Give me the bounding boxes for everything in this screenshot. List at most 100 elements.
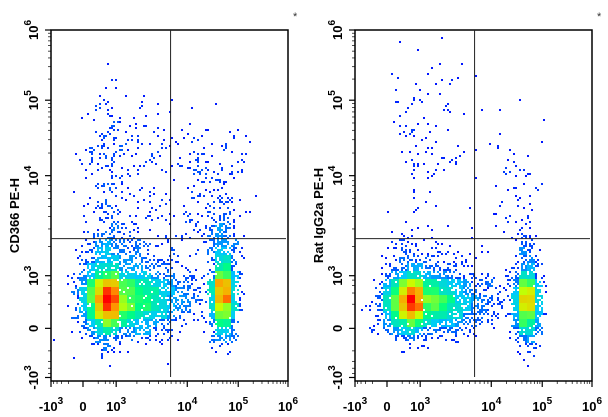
event-dot [429,275,431,277]
event-dot [241,159,243,161]
event-dot [401,315,403,317]
event-dot [123,259,125,261]
event-dot [129,311,131,313]
event-dot [463,285,465,287]
event-dot [437,275,439,277]
event-dot [125,281,127,283]
event-dot [529,329,531,331]
event-dot [415,261,417,263]
event-dot [131,239,133,241]
event-dot [135,153,137,155]
event-dot [137,169,139,171]
event-dot [207,249,209,251]
event-dot [85,149,87,151]
event-dot [147,313,149,315]
event-dot [381,293,383,295]
event-dot [223,319,225,321]
event-dot [523,321,525,323]
event-dot [95,331,97,333]
event-dot [465,285,467,287]
event-dot [111,273,113,275]
event-dot [175,279,177,281]
event-dot [405,273,407,275]
event-dot [101,279,103,281]
event-dot [409,319,411,321]
event-dot [213,315,215,317]
event-dot [527,333,529,335]
event-dot [457,329,459,331]
event-dot [405,321,407,323]
event-dot [449,269,451,271]
event-dot [421,287,423,289]
event-dot [431,297,433,299]
event-dot [123,293,125,295]
event-dot [145,217,147,219]
event-dot [189,167,191,169]
event-dot [93,297,95,299]
event-dot [525,245,527,247]
event-dot [395,315,397,317]
event-dot [187,293,189,295]
event-dot [205,227,207,229]
event-dot [109,283,111,285]
event-dot [385,303,387,305]
event-dot [527,307,529,309]
event-dot [93,235,95,237]
event-dot [67,283,69,285]
event-dot [451,277,453,279]
event-dot [101,241,103,243]
event-dot [405,265,407,267]
event-dot [117,209,119,211]
event-dot [93,337,95,339]
event-dot [119,303,121,305]
event-dot [383,283,385,285]
event-dot [451,317,453,319]
event-dot [101,311,103,313]
event-dot [143,273,145,275]
event-dot [471,317,473,319]
event-dot [85,327,87,329]
event-dot [81,297,83,299]
event-dot [403,335,405,337]
event-dot [521,335,523,337]
event-dot [527,303,529,305]
event-dot [229,303,231,305]
event-dot [205,301,207,303]
event-dot [417,309,419,311]
event-dot [531,277,533,279]
event-dot [393,277,395,279]
event-dot [467,297,469,299]
event-dot [413,265,415,267]
event-dot [113,333,115,335]
event-dot [117,317,119,319]
event-dot [407,329,409,331]
event-dot [419,323,421,325]
event-dot [419,299,421,301]
y-tick-label: 105 [23,90,41,110]
event-dot [527,299,529,301]
event-dot [229,293,231,295]
event-dot [185,307,187,309]
event-dot [119,155,121,157]
event-dot [435,287,437,289]
event-dot [131,221,133,223]
event-dot [103,99,105,101]
event-dot [109,325,111,327]
event-dot [143,199,145,201]
event-dot [397,289,399,291]
event-dot [105,287,107,289]
event-dot [413,335,415,337]
event-dot [97,337,99,339]
event-dot [433,325,435,327]
event-dot [229,313,231,315]
event-dot [225,279,227,281]
event-dot [427,287,429,289]
event-dot [469,321,471,323]
event-dot [449,307,451,309]
event-dot [87,289,89,291]
event-dot [215,339,217,341]
event-dot [423,319,425,321]
event-dot [107,245,109,247]
event-dot [95,313,97,315]
event-dot [211,335,213,337]
